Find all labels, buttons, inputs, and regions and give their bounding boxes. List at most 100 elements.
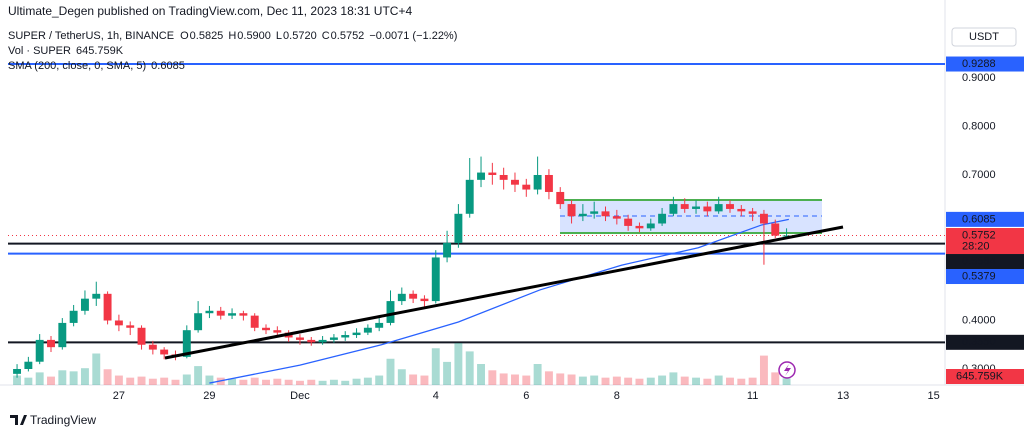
candle-body [80, 298, 89, 311]
volume-bar [590, 375, 599, 385]
volume-bar [35, 372, 44, 385]
candle-body [748, 211, 757, 214]
volume-bar [228, 378, 237, 385]
trend-line [164, 225, 844, 360]
volume-bar [284, 379, 293, 385]
volume-bar [375, 375, 384, 385]
price-tag [946, 334, 1024, 350]
volume-bar [601, 377, 610, 385]
volume-tag [946, 369, 1024, 384]
volume-bar [126, 377, 135, 385]
price-tag [946, 56, 1024, 72]
x-tick-label: 8 [614, 390, 620, 402]
range-box [560, 199, 822, 234]
volume-bar [522, 375, 531, 385]
volume-bar [771, 372, 780, 385]
y-tick-label: 0.8000 [962, 120, 996, 132]
candle-body [160, 349, 169, 355]
volume-bar [114, 375, 123, 385]
price-tag-label: 0.3550 [962, 336, 996, 348]
publisher: Ultimate_Degen published on TradingView.… [8, 4, 412, 18]
candle-body [612, 216, 621, 219]
candle-body [24, 361, 33, 369]
candle-body [318, 339, 327, 343]
volume-bar [465, 351, 474, 385]
volume-bar [250, 377, 259, 385]
volume-bar [511, 374, 519, 385]
candle-body [556, 191, 565, 205]
candle-body [522, 184, 531, 190]
alert-icon [778, 361, 796, 379]
volume-bar [692, 377, 700, 385]
candle-body [58, 322, 67, 348]
sma-label: SMA (200, close, 0, SMA, 5) [8, 60, 146, 72]
volume-bar [92, 353, 101, 385]
legend-key: L [276, 30, 282, 42]
volume-bar [782, 378, 791, 385]
volume-bar [386, 358, 395, 385]
legend-change: −0.0071 (−1.22%) [369, 30, 457, 42]
volume-bar [205, 375, 214, 385]
price-tag [946, 269, 1024, 285]
x-tick-label: 27 [113, 390, 125, 402]
candle-body [624, 218, 633, 226]
volume-bar [137, 376, 146, 385]
plot [8, 63, 945, 385]
x-tick-label: 13 [837, 390, 849, 402]
currency: USDT [969, 31, 999, 43]
currency-box [951, 27, 1017, 47]
legend-value: 0.5752 [331, 30, 365, 42]
x-tick-label: Dec [290, 390, 310, 402]
candle-body [454, 213, 463, 243]
volume-bar [103, 369, 112, 385]
volume-bar [544, 371, 553, 385]
price-tag-label: 0.9288 [962, 58, 996, 70]
candle-body [126, 325, 135, 328]
candle-body [250, 315, 259, 328]
candle-body [567, 204, 576, 217]
legend-key: C [322, 30, 330, 42]
volume-bar [748, 377, 757, 385]
candle-body [182, 330, 191, 357]
icon-ring [778, 361, 796, 379]
candle-body [759, 213, 768, 224]
candle-body [329, 337, 338, 340]
volume-bar [499, 373, 508, 385]
volume-bar [567, 374, 576, 385]
volume-bar [635, 378, 644, 385]
volume-bar [556, 373, 565, 385]
candle-body [148, 344, 157, 350]
volume-tag-label: 645.759K [956, 370, 1004, 382]
volume-bar [669, 372, 678, 385]
volume-bar [296, 380, 304, 385]
candle-body [194, 313, 203, 331]
volume-bar [47, 376, 55, 385]
volume-bar [533, 364, 542, 385]
volume-bar [646, 377, 655, 385]
candle-body [590, 211, 599, 214]
candle-body [92, 293, 101, 299]
volume-bar [80, 368, 89, 385]
countdown: 28:20 [962, 240, 990, 252]
price-tag [946, 228, 1024, 255]
candle-body [13, 368, 22, 374]
icon-bolt [784, 364, 791, 376]
candle-body [352, 332, 361, 336]
candle-body [205, 310, 214, 314]
candle-body [488, 172, 497, 175]
legend-value: 0.5825 [190, 30, 224, 42]
candle-body [273, 330, 282, 333]
volume-bar [477, 364, 485, 385]
candle-body [578, 213, 587, 217]
volume-bar [160, 377, 169, 385]
candle-body [216, 310, 225, 316]
candle-body [680, 204, 689, 209]
volume-value: 645.759K [76, 45, 124, 57]
x-tick-label: 29 [203, 390, 215, 402]
x-tick-label: 15 [928, 390, 940, 402]
volume-bar [194, 366, 203, 385]
brand: TradingView [10, 413, 96, 427]
candle-body [420, 298, 429, 302]
candle-body [726, 204, 734, 209]
brand-logo [10, 415, 27, 425]
